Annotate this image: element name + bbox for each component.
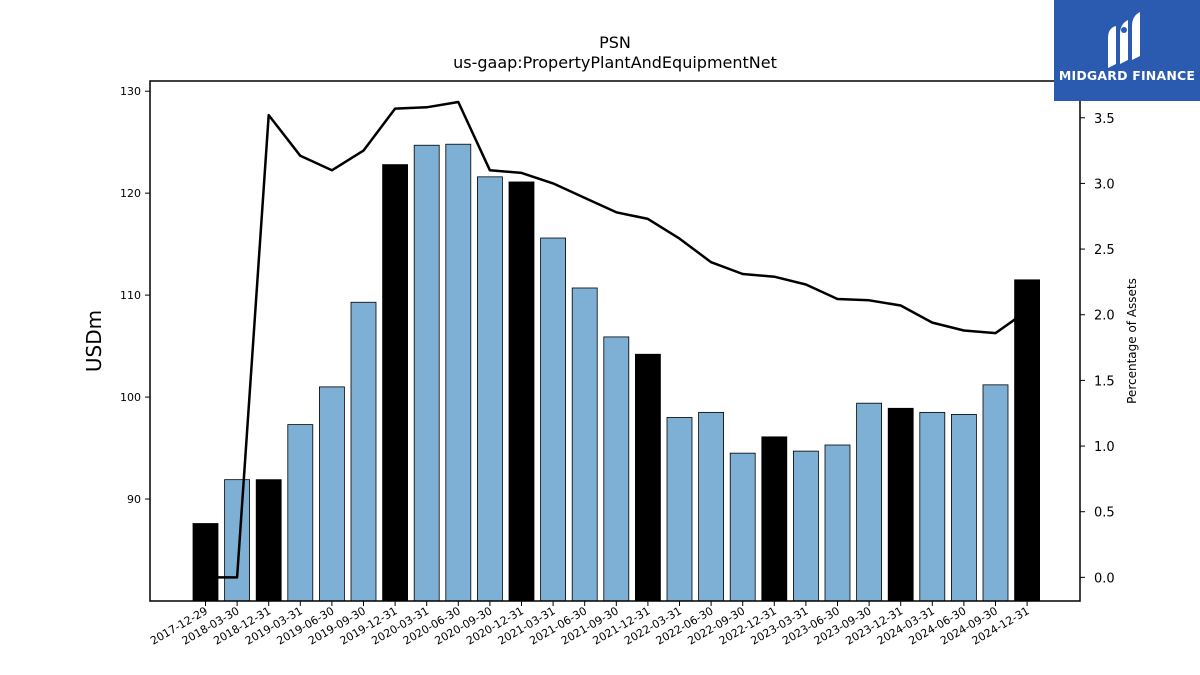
line-layer [205, 100, 1028, 579]
y-right-tick-label: 3.0 [1094, 177, 1115, 192]
bar-2023-03-31 [793, 450, 819, 602]
brand-name: MIDGARD FINANCE [1058, 68, 1196, 83]
y-left-tick-label: 100 [120, 391, 141, 404]
brand-logo: MIDGARD FINANCE [1054, 0, 1200, 101]
bar-2019-06-30 [318, 386, 345, 602]
bar-2024-06-30 [951, 414, 977, 602]
bar-2019-09-30 [350, 301, 377, 602]
y-right-tick-label: 2.5 [1094, 243, 1115, 258]
bar-2022-12-31 [761, 436, 788, 602]
plot-frame [149, 80, 1081, 602]
bars-layer [192, 143, 1040, 602]
bar-2017-12-29 [192, 523, 219, 602]
y-right-tick-label: 1.0 [1094, 440, 1115, 455]
bar-2021-03-31 [540, 237, 566, 602]
bar-2020-06-30 [445, 143, 472, 602]
y-axis-right: 0.0 0.5 1.0 1.5 2.0 2.5 3.0 3.5 [1080, 112, 1115, 586]
y-right-tick-label: 1.5 [1094, 374, 1115, 389]
y-axis-label-left: USDm [82, 310, 106, 372]
bar-2020-12-31 [508, 181, 535, 602]
y-right-tick-label: 2.0 [1094, 309, 1115, 324]
y-right-tick-label: 0.5 [1094, 506, 1115, 521]
bar-2023-06-30 [824, 444, 851, 602]
bar-2021-06-30 [571, 287, 598, 602]
bar-2022-09-30 [729, 452, 756, 602]
bar-2021-12-31 [635, 353, 661, 602]
bar-2020-09-30 [476, 176, 503, 602]
bar-2024-12-31 [1014, 279, 1040, 602]
bar-2022-06-30 [698, 411, 724, 602]
y-left-tick-label: 90 [127, 493, 141, 506]
midgard-logo-icon [1108, 12, 1140, 68]
bar-2024-03-31 [919, 411, 946, 602]
percentage-line [205, 100, 1028, 579]
bar-2020-03-31 [413, 144, 440, 602]
bar-2019-03-31 [287, 424, 314, 602]
chart-title: PSN [599, 33, 631, 52]
bar-2018-03-30 [224, 479, 251, 602]
y-left-tick-label: 130 [120, 85, 141, 98]
bar-2024-09-30 [982, 384, 1009, 602]
y-right-tick-label: 3.5 [1094, 112, 1115, 127]
y-right-tick-label: 0.0 [1094, 571, 1115, 586]
bar-2018-12-31 [255, 479, 282, 602]
chart-subtitle: us-gaap:PropertyPlantAndEquipmentNet [453, 53, 777, 72]
bar-2022-03-31 [666, 417, 693, 602]
bar-2019-12-31 [382, 164, 409, 602]
y-axis-left: 90 100 110 120 130 [120, 85, 150, 506]
y-left-tick-label: 120 [120, 187, 141, 200]
bar-2023-09-30 [856, 402, 882, 602]
x-axis: 2017-12-292018-03-302018-12-312019-03-31… [148, 601, 1032, 648]
bar-2021-09-30 [603, 336, 630, 602]
bar-2023-12-31 [887, 407, 914, 602]
y-left-tick-label: 110 [120, 289, 141, 302]
y-axis-label-right: Percentage of Assets [1125, 278, 1139, 404]
